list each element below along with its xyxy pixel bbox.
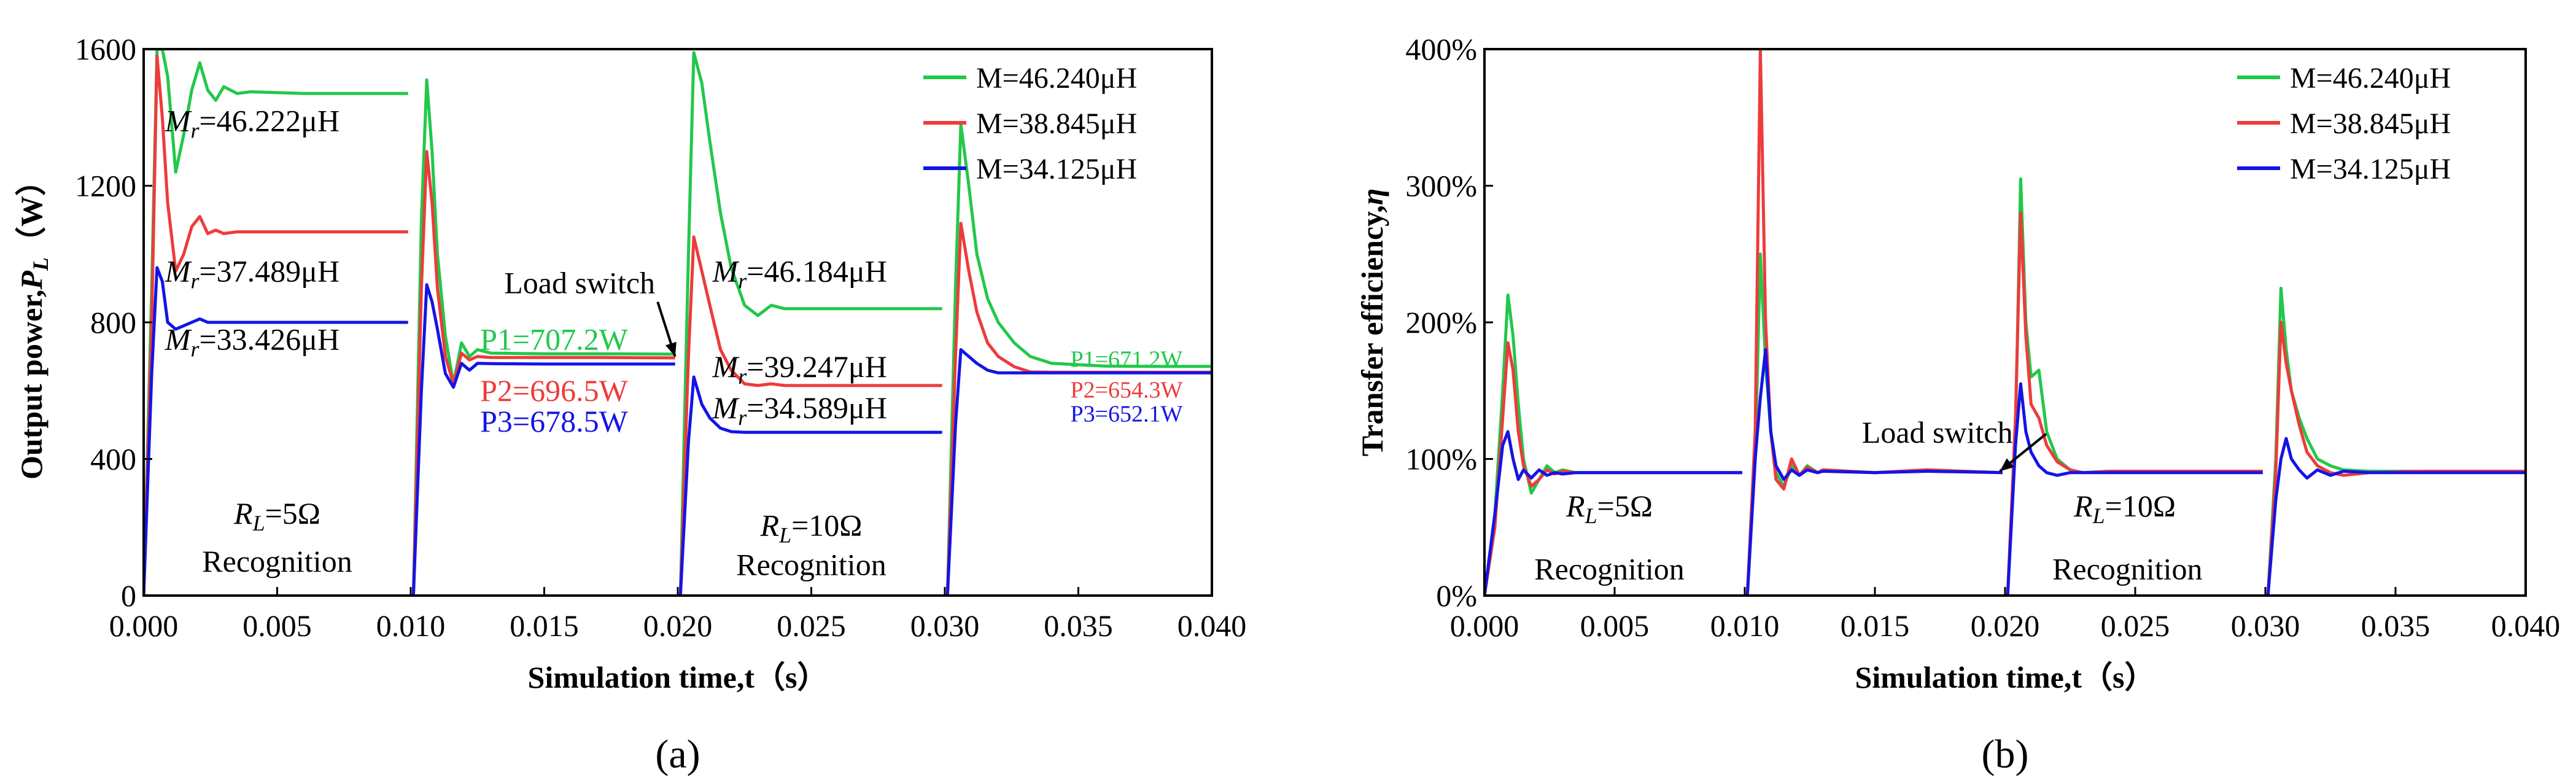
- power-annotation: P2=654.3W: [1070, 377, 1182, 403]
- mr-annotation: Mr=33.426μH: [165, 322, 339, 362]
- x-tick-label: 0.030: [2231, 608, 2300, 643]
- y-tick-label: 300%: [1405, 169, 1477, 203]
- x-tick-label: 0.010: [1710, 608, 1780, 643]
- mr-annotation: Mr=46.184μH: [712, 254, 887, 293]
- power-annotation: P1=707.2W: [480, 322, 629, 357]
- x-tick-label: 0.035: [1044, 608, 1113, 643]
- y-tick-label: 1200: [75, 169, 136, 203]
- series-line-3-seg-4: [2266, 437, 2526, 596]
- legend: M=46.240μH M=38.845μH M=34.125μH: [2237, 62, 2451, 185]
- y-tick-label: 400%: [1405, 32, 1477, 66]
- chart-panel-a: 0.000 0.005 0.010 0.015 0.020 0.025 0.030 0.035…: [14, 32, 1246, 777]
- x-tick-label: 0.015: [1841, 608, 1910, 643]
- mr-annotation: Mr=46.222μH: [165, 104, 339, 143]
- y-tick-label: 200%: [1405, 305, 1477, 340]
- series-group: [1484, 49, 2526, 596]
- x-tick-label: 0.030: [910, 608, 980, 643]
- rl-annotation: RL=5Ω: [1565, 489, 1653, 528]
- mr-annotation: Mr=34.589μH: [712, 390, 887, 430]
- panel-label: (a): [655, 732, 700, 777]
- series-line-2-seg-1: [144, 54, 408, 596]
- power-annotation: P3=678.5W: [480, 404, 629, 438]
- mr-annotation: Mr=37.489μH: [165, 254, 339, 293]
- panel-label: (b): [1982, 732, 2029, 777]
- power-annotation: P3=652.1W: [1070, 401, 1182, 427]
- rl-annotation: RL=10Ω: [760, 508, 863, 548]
- series-line-2-seg-3: [2006, 211, 2263, 596]
- x-tick-label: 0.015: [510, 608, 579, 643]
- legend-entry: M=34.125μH: [976, 153, 1137, 185]
- mr-annotation: Mr=39.247μH: [712, 349, 887, 389]
- load-switch-label: Load switch: [1862, 415, 2013, 449]
- series-line-2-seg-4: [2266, 321, 2526, 596]
- legend-entry: M=38.845μH: [976, 107, 1137, 140]
- load-switch-arrowhead: [2000, 458, 2014, 472]
- x-axis-label: Simulation time,t（s）: [1855, 660, 2155, 694]
- y-axis-label: Transfer efficiency,η: [1355, 188, 1389, 457]
- legend-entry: M=38.845μH: [2290, 107, 2451, 140]
- x-tick-label: 0.000: [1450, 608, 1519, 643]
- power-annotation: P1=671.2W: [1070, 346, 1182, 372]
- x-tick-label: 0.035: [2361, 608, 2431, 643]
- y-tick-label: 800: [90, 305, 136, 340]
- y-tick-label: 400: [90, 442, 136, 476]
- x-tick-label: 0.020: [643, 608, 713, 643]
- x-tick-label: 0.010: [376, 608, 446, 643]
- x-tick-label: 0.040: [2491, 608, 2561, 643]
- recognition-label: Recognition: [202, 544, 352, 578]
- series-line-3-seg-2: [1745, 348, 2003, 596]
- y-tick-label: 1600: [75, 32, 136, 66]
- series-line-1-seg-4: [2266, 286, 2526, 596]
- legend-entry: M=46.240μH: [976, 62, 1137, 95]
- recognition-label: Recognition: [1534, 551, 1684, 586]
- series-line-2-seg-3: [678, 235, 942, 596]
- x-tick-label: 0.005: [242, 608, 312, 643]
- series-line-3-seg-1: [1484, 430, 1742, 596]
- x-tick-label: 0.020: [1971, 608, 2040, 643]
- series-line-3-seg-2: [411, 283, 675, 596]
- y-tick-label: 0%: [1436, 578, 1477, 613]
- power-annotation: P2=696.5W: [480, 373, 629, 408]
- series-line-1-seg-3: [2006, 177, 2263, 596]
- load-switch-arrowhead: [665, 341, 677, 357]
- recognition-label: Recognition: [2052, 551, 2202, 586]
- series-line-3-seg-4: [945, 348, 1212, 596]
- x-tick-label: 0.040: [1177, 608, 1247, 643]
- rl-annotation: RL=10Ω: [2073, 489, 2176, 528]
- legend-entry: M=34.125μH: [2290, 153, 2451, 185]
- series-line-1-seg-1: [1484, 293, 1742, 596]
- y-tick-label: 0: [121, 578, 136, 613]
- series-line-3-seg-3: [2006, 382, 2263, 596]
- load-switch-label: Load switch: [504, 266, 655, 300]
- legend-entry: M=46.240μH: [2290, 62, 2451, 95]
- series-line-3-seg-1: [144, 266, 408, 596]
- series-line-1-seg-1: [144, 49, 408, 596]
- x-axis-label: Simulation time,t（s）: [528, 660, 828, 694]
- y-tick-label: 100%: [1405, 442, 1477, 476]
- series-line-2-seg-2: [411, 150, 675, 596]
- x-tick-label: 0.005: [1580, 608, 1650, 643]
- x-tick-label: 0.025: [777, 608, 846, 643]
- series-group: [144, 49, 1212, 596]
- y-axis-label: Output power,PL（W）: [14, 165, 53, 480]
- x-tick-label: 0.000: [109, 608, 179, 643]
- series-line-3-seg-3: [678, 375, 942, 596]
- series-line-2-seg-2: [1745, 49, 2003, 596]
- x-tick-label: 0.025: [2101, 608, 2170, 643]
- series-line-1-seg-3: [678, 51, 942, 596]
- recognition-label: Recognition: [736, 548, 886, 582]
- chart-panel-b: 0.000 0.005 0.010 0.015 0.020 0.025 0.030 0.035…: [1355, 32, 2560, 777]
- rl-annotation: RL=5Ω: [233, 496, 320, 535]
- legend: M=46.240μH M=38.845μH M=34.125μH: [923, 62, 1137, 185]
